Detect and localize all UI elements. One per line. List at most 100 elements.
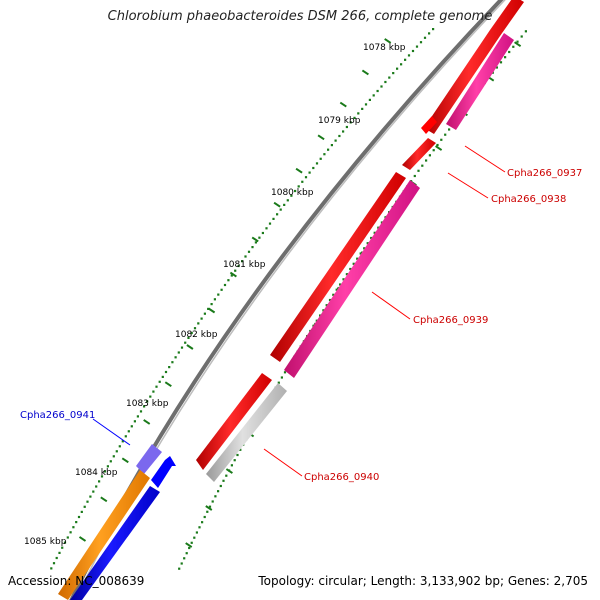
ruler-dot [384, 80, 387, 84]
ruler-dot [364, 103, 368, 106]
ruler-dot [164, 370, 168, 374]
ruler-tick [78, 536, 87, 542]
ruler-dot [286, 199, 289, 202]
ruler-dot [265, 227, 268, 230]
ruler-dot [237, 264, 240, 268]
ruler-dot [230, 274, 233, 277]
ruler-dot [112, 455, 115, 458]
ruler-dot [359, 252, 362, 255]
ruler-dot [345, 125, 348, 129]
ruler-dot [139, 410, 143, 413]
ruler-dot [272, 217, 275, 220]
ruler-dot [283, 203, 286, 206]
ruler-dot [177, 351, 180, 354]
ruler-dot [495, 66, 498, 69]
ruler-dot [234, 269, 237, 272]
ruler-dot [423, 36, 427, 39]
ruler-dot [338, 134, 341, 138]
gene-label-cpha266-0941: Cpha266_0941 [20, 410, 95, 421]
gene-blue-small[interactable] [151, 456, 176, 488]
gene-cpha266-0939-pink[interactable] [284, 180, 420, 378]
ruler-dot [436, 143, 439, 147]
ruler-tick [185, 542, 193, 548]
gene-cpha266-0940-grey[interactable] [206, 383, 287, 482]
ruler-dot [349, 121, 352, 124]
ruler-dot [72, 526, 75, 529]
ruler-dot [504, 56, 507, 59]
ruler-dot [63, 541, 67, 544]
ruler-dot [118, 445, 121, 448]
gene-orange[interactable] [58, 470, 150, 600]
ruler-tick [251, 236, 259, 243]
ruler-dot [508, 50, 511, 54]
ruler-tick [317, 134, 325, 141]
ruler-dot [217, 490, 220, 493]
ruler-dot [428, 32, 431, 35]
ruler-dot [413, 174, 416, 178]
ruler-dot [421, 164, 424, 167]
ruler-tick [100, 496, 108, 503]
gene-cpha266-0940-red[interactable] [196, 373, 272, 470]
ruler-dot [334, 139, 337, 142]
gene-cpha266-0941-purple[interactable] [136, 444, 162, 474]
ruler-dot [106, 465, 109, 468]
ruler-dot [50, 567, 53, 570]
gene-cpha266-0938[interactable] [402, 116, 437, 170]
ruler-dot [356, 257, 359, 260]
ruler-dot [52, 562, 56, 565]
ruler-label-1079: 1079 kbp [318, 116, 361, 126]
ruler-dot [69, 531, 72, 534]
ruler-dot [130, 425, 133, 428]
ruler-label-1082: 1082 kbp [175, 330, 218, 340]
ruler-dot [377, 226, 380, 229]
ruler-dot [225, 474, 228, 477]
ruler-dot [244, 255, 247, 258]
ruler-dot [396, 67, 399, 70]
ruler-dot [183, 557, 186, 560]
ruler-tick [229, 271, 237, 278]
ruler-dot [152, 390, 155, 393]
ruler-dot [233, 459, 236, 462]
ruler-labels: 1078 kbp 1079 kbp 1080 kbp 1081 kbp 1082… [24, 43, 406, 547]
ruler-dot [92, 490, 95, 493]
ruler-dot [115, 450, 118, 453]
ruler-tick [361, 69, 369, 76]
ruler-dot [201, 521, 204, 524]
ruler-label-1085: 1085 kbp [24, 537, 67, 547]
ruler-dot [207, 307, 210, 310]
ruler-dot [251, 246, 254, 249]
ruler-dot [277, 381, 280, 384]
ruler-dot [227, 279, 230, 282]
ruler-dot [335, 288, 338, 291]
ruler-dot [407, 54, 411, 57]
ruler-dot [372, 94, 375, 97]
ruler-dot [349, 267, 352, 271]
ruler-dot [366, 242, 369, 245]
ruler-dot [392, 72, 395, 75]
ruler-dot [185, 552, 188, 555]
ruler-dot [411, 49, 415, 53]
ruler-label-1083: 1083 kbp [126, 399, 169, 409]
ruler-dot [180, 346, 184, 349]
ruler-outer-dots [178, 30, 527, 570]
ruler-tick [435, 145, 443, 151]
ruler-label-1084: 1084 kbp [75, 468, 118, 478]
ruler-dot [222, 479, 225, 482]
ruler-dot [83, 505, 86, 508]
ruler-dot [95, 485, 98, 488]
ruler-dot [258, 236, 261, 239]
ruler-dot [370, 236, 373, 240]
ruler-dot [86, 500, 89, 503]
ruler-tick [208, 307, 216, 314]
ruler-dot [419, 41, 423, 44]
gene-cpha266-0939-red[interactable] [270, 172, 406, 362]
ruler-dot [448, 128, 451, 131]
ruler-tick [143, 419, 151, 425]
ruler-dot [308, 171, 311, 174]
gene-blue-large[interactable] [70, 486, 160, 600]
ruler-dot [220, 288, 223, 291]
ruler-dot [127, 430, 130, 433]
gene-cpha266-0937[interactable] [424, 0, 524, 134]
ruler-dot [230, 464, 233, 467]
gene-cpha266-0937-pink[interactable] [446, 33, 514, 130]
